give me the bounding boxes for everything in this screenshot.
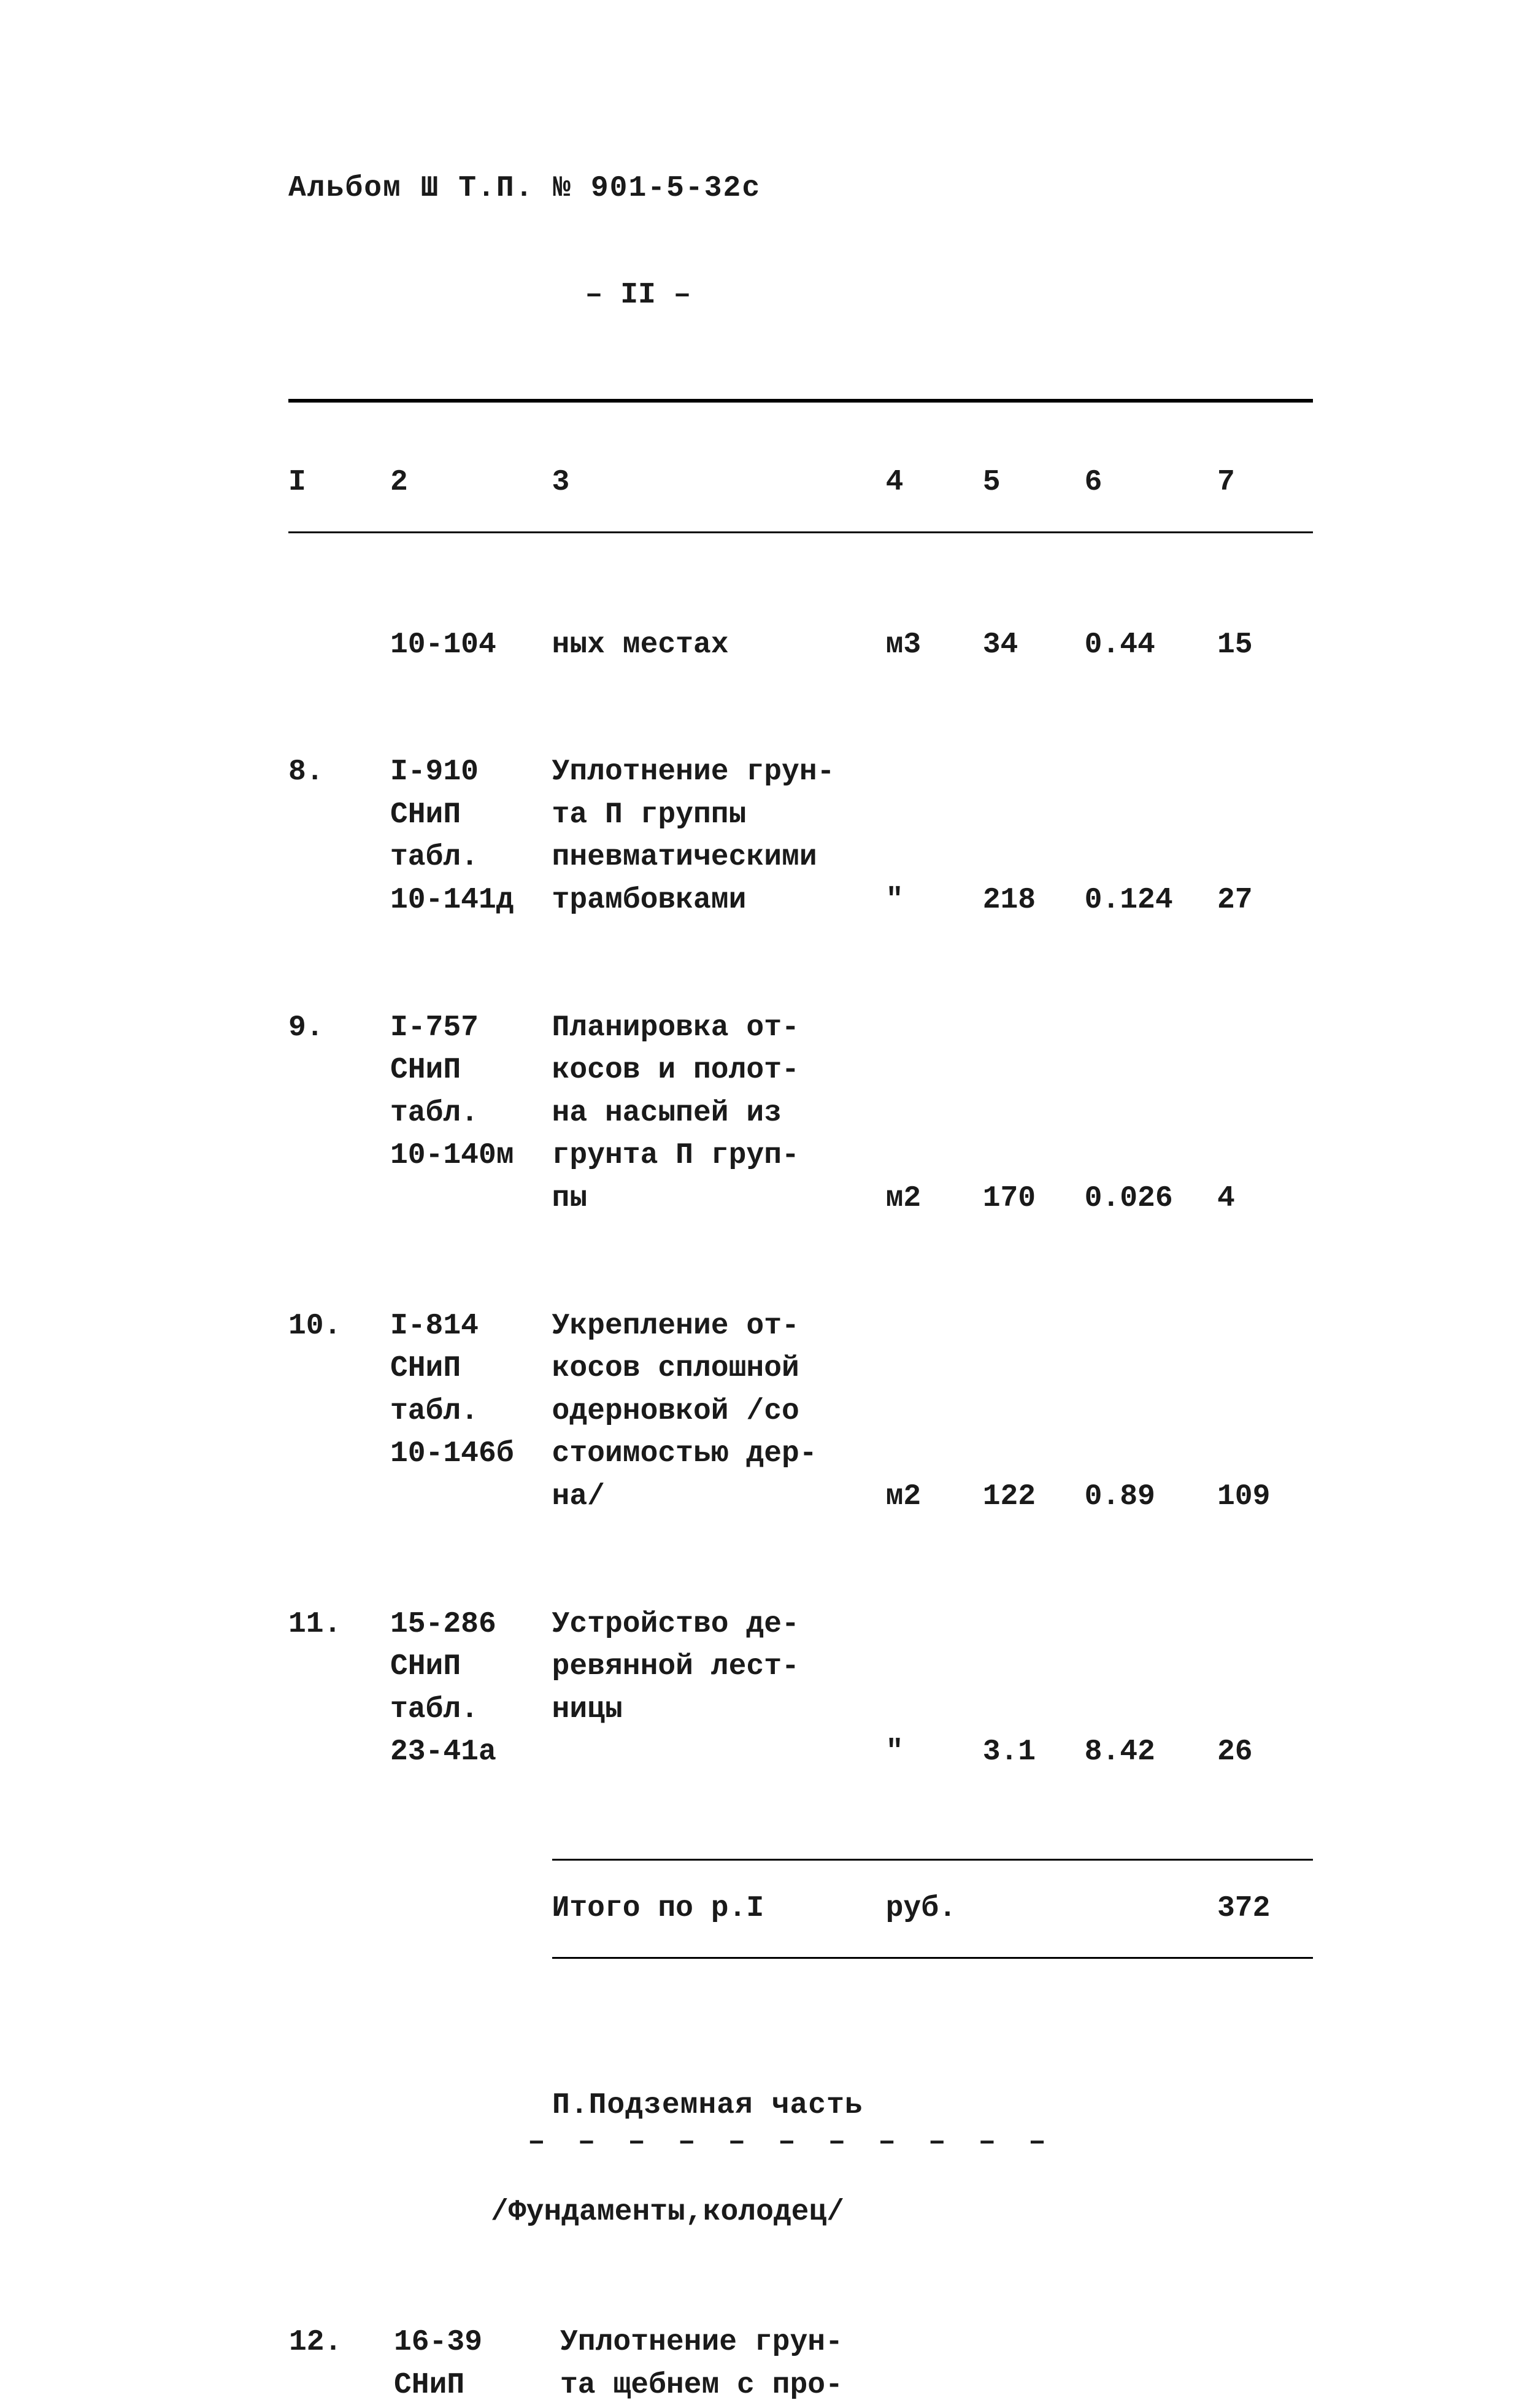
row-unit: " bbox=[886, 738, 983, 935]
row-ref: 10-104 bbox=[390, 611, 552, 681]
row-ref: I-757СНиПтабл.10-140м bbox=[390, 994, 552, 1234]
row-qty: 122 bbox=[983, 1292, 1085, 1532]
row-qty: 218 bbox=[983, 738, 1085, 935]
row-rate: 0.026 bbox=[1085, 994, 1217, 1234]
section-2-heading: П.Подземная часть – – – – – – – – – – – … bbox=[552, 2089, 1352, 2229]
row-12: 12. 16-39СНиП Уплотнение грун-та щебнем … bbox=[288, 2321, 1352, 2407]
row-ref: I-814СНиПтабл.10-146б bbox=[390, 1292, 552, 1532]
row-desc: ных местах bbox=[552, 611, 886, 681]
row-desc: Устройство де-ревянной лест-ницы bbox=[552, 1590, 886, 1788]
row-unit: м2 bbox=[886, 994, 983, 1234]
row-rate: 0.124 bbox=[1085, 738, 1217, 935]
row-sum: 15 bbox=[1217, 611, 1319, 681]
col-3-header: 3 bbox=[552, 448, 886, 518]
row-num: 11. bbox=[288, 1590, 390, 1788]
total-label: Итого по р.I bbox=[552, 1874, 886, 1944]
row-unit: " bbox=[886, 1590, 983, 1788]
row-desc: Планировка от-косов и полот-на насыпей и… bbox=[552, 994, 886, 1234]
row-12-num: 12. bbox=[288, 2321, 393, 2407]
row-num: 8. bbox=[288, 738, 390, 935]
page: Альбом Ш Т.П. № 901-5-32с – II – I 2 3 4… bbox=[0, 0, 1524, 2155]
col-1-header: I bbox=[288, 448, 390, 518]
table-row: 10.I-814СНиПтабл.10-146бУкрепление от-ко… bbox=[288, 1292, 1319, 1532]
total-sum: 372 bbox=[1217, 1874, 1319, 1944]
table-row: 8.I-910СНиПтабл.10-141дУплотнение грун-т… bbox=[288, 738, 1319, 935]
row-qty: 3.1 bbox=[983, 1590, 1085, 1788]
row-rate: 0.44 bbox=[1085, 611, 1217, 681]
col-6-header: 6 bbox=[1085, 448, 1217, 518]
row-desc: Уплотнение грун-та П группыпневматически… bbox=[552, 738, 886, 935]
total-unit: руб. bbox=[886, 1874, 983, 1944]
section-2-underline: – – – – – – – – – – – bbox=[528, 2126, 1352, 2159]
section-2-title: П.Подземная часть bbox=[552, 2089, 1352, 2122]
row-num: 10. bbox=[288, 1292, 390, 1532]
row-rate: 8.42 bbox=[1085, 1590, 1217, 1788]
section-2-subtitle: /Фундаменты,колодец/ bbox=[491, 2196, 1352, 2229]
col-7-header: 7 bbox=[1217, 448, 1319, 518]
row-unit: м3 bbox=[886, 611, 983, 681]
table-row: 11.15-286СНиПтабл.23-41аУстройство де-ре… bbox=[288, 1590, 1319, 1788]
row-desc: Укрепление от-косов сплошнойодерновкой /… bbox=[552, 1292, 886, 1532]
table-row: 9.I-757СНиПтабл.10-140мПланировка от-кос… bbox=[288, 994, 1319, 1234]
row-sum: 109 bbox=[1217, 1292, 1319, 1532]
row-unit: м2 bbox=[886, 1292, 983, 1532]
row-num: 9. bbox=[288, 994, 390, 1234]
table-header-row: I 2 3 4 5 6 7 bbox=[288, 448, 1319, 518]
row-sum: 27 bbox=[1217, 738, 1319, 935]
row-qty: 34 bbox=[983, 611, 1085, 681]
col-2-header: 2 bbox=[390, 448, 552, 518]
row-sum: 26 bbox=[1217, 1590, 1319, 1788]
page-number: – II – bbox=[429, 279, 847, 312]
row-num bbox=[288, 611, 390, 681]
document-title: Альбом Ш Т.П. № 901-5-32с bbox=[288, 172, 1352, 205]
row-ref: 15-286СНиПтабл.23-41а bbox=[390, 1590, 552, 1788]
row-ref: I-910СНиПтабл.10-141д bbox=[390, 738, 552, 935]
row-qty: 170 bbox=[983, 994, 1085, 1234]
row-sum: 4 bbox=[1217, 994, 1319, 1234]
col-4-header: 4 bbox=[886, 448, 983, 518]
row-12-ref: 16-39СНиП bbox=[393, 2321, 560, 2407]
row-rate: 0.89 bbox=[1085, 1292, 1217, 1532]
col-5-header: 5 bbox=[983, 448, 1085, 518]
table-row: 10-104ных местахм3340.4415 bbox=[288, 611, 1319, 681]
estimate-table: I 2 3 4 5 6 7 10-104ных местахм3340.4415… bbox=[288, 385, 1319, 1972]
row-12-desc: Уплотнение грун-та щебнем с про- bbox=[560, 2321, 898, 2407]
total-row: Итого по р.I руб. 372 bbox=[288, 1874, 1319, 1944]
